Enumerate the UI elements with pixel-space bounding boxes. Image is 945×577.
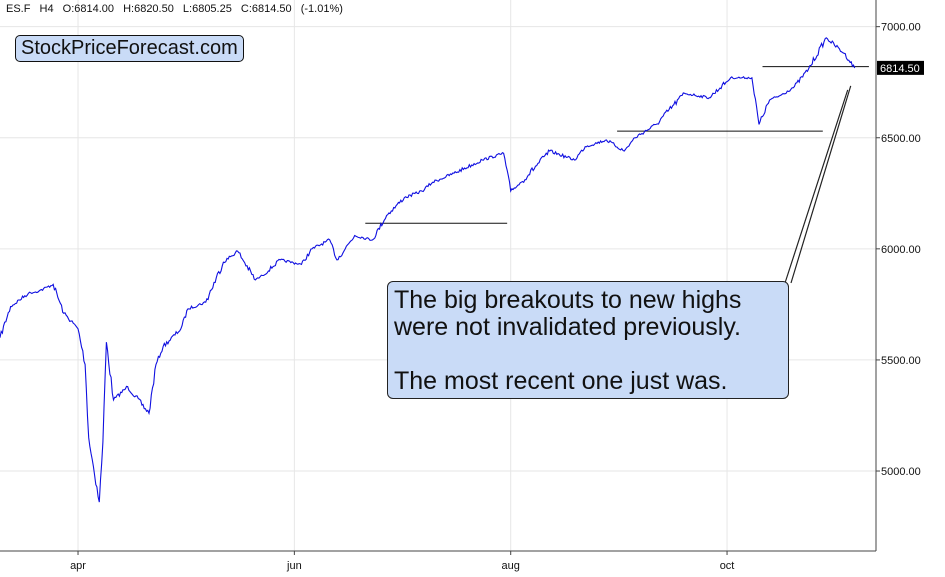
x-tick-label: jun <box>286 560 302 572</box>
x-tick-label: apr <box>70 560 86 572</box>
change-value: (-1.01%) <box>300 3 343 15</box>
y-tick-label: 6000.00 <box>881 244 921 256</box>
annotation-line-2: were not invalidated previously. <box>394 313 741 341</box>
annotation-line-1: The big breakouts to new highs <box>394 286 742 314</box>
low-value: L:6805.25 <box>182 3 232 15</box>
pointer-line <box>784 89 849 284</box>
y-axis: 7000.00 6500.00 6000.00 5500.00 5000.00 <box>875 0 921 551</box>
close-value: C:6814.50 <box>240 3 292 15</box>
chart-grid <box>0 0 876 551</box>
high-value: H:6820.50 <box>123 3 174 15</box>
open-value: O:6814.00 <box>62 3 115 15</box>
annotation-pointers <box>784 85 852 284</box>
last-price-label: 6814.50 <box>880 63 920 75</box>
y-tick-label: 6500.00 <box>881 133 921 145</box>
x-axis: apr jun aug oct <box>0 550 876 572</box>
last-price-badge <box>877 60 924 75</box>
last-price-marker: 6814.50 <box>877 60 924 75</box>
chart-header: ES.F H4 O:6814.00 H:6820.50 L:6805.25 C:… <box>6 3 349 15</box>
annotation-box: The big breakouts to new highs were not … <box>387 281 789 399</box>
price-series-line <box>0 37 856 503</box>
y-tick-label: 5000.00 <box>881 466 921 478</box>
symbol-label: ES.F <box>6 3 31 15</box>
x-tick-label: aug <box>502 560 520 572</box>
interval-label: H4 <box>39 3 54 15</box>
support-lines <box>365 66 869 224</box>
pointer-line <box>790 85 852 284</box>
y-tick-label: 5500.00 <box>881 355 921 367</box>
annotation-line-3: The most recent one just was. <box>394 367 728 395</box>
y-tick-label: 7000.00 <box>881 22 921 34</box>
site-watermark: StockPriceForecast.com <box>15 35 244 62</box>
x-tick-label: oct <box>720 560 735 572</box>
